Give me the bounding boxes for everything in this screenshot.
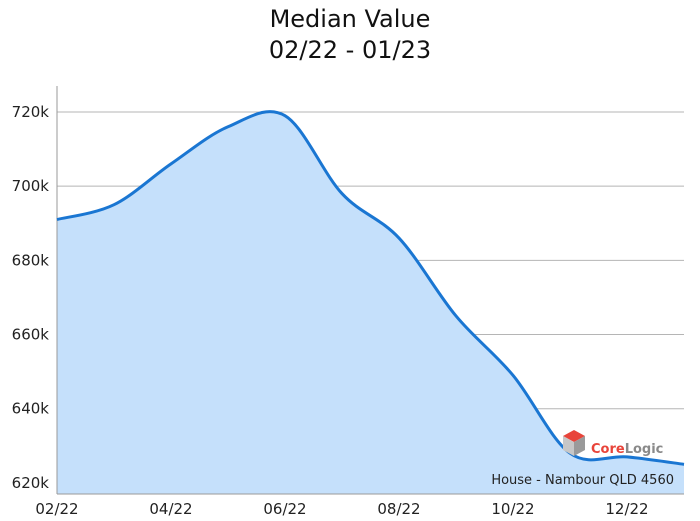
x-tick-label: 10/22: [491, 500, 534, 518]
chart-title: Median Value: [269, 5, 431, 33]
x-tick-label: 02/22: [35, 500, 78, 518]
y-axis-ticks: 620k 640k 660k 680k 700k 720k: [12, 103, 50, 492]
chart-title-block: Median Value 02/22 - 01/23: [0, 4, 700, 66]
data-point: [283, 114, 287, 118]
corelogic-wordmark-core: Core: [591, 442, 625, 457]
y-tick-label: 720k: [12, 103, 50, 121]
x-tick-label: 04/22: [149, 500, 192, 518]
corelogic-logo-left: [563, 436, 574, 456]
data-point: [397, 236, 401, 240]
y-tick-label: 640k: [12, 400, 50, 418]
corelogic-wordmark: CoreLogic: [591, 442, 663, 457]
data-point: [55, 218, 59, 222]
x-tick-label: 12/22: [605, 500, 648, 518]
corelogic-wordmark-logic: Logic: [625, 442, 664, 457]
corelogic-watermark: CoreLogic: [563, 430, 663, 457]
corelogic-logo-right: [574, 436, 585, 456]
data-point: [454, 314, 458, 318]
data-point: [226, 125, 230, 129]
series-area-fill: [57, 111, 684, 495]
y-tick-label: 680k: [12, 251, 50, 269]
x-axis-ticks: 02/22 04/22 06/22 08/22 10/22 12/22: [35, 500, 648, 518]
data-point: [682, 462, 686, 466]
y-tick-label: 700k: [12, 177, 50, 195]
chart-annotation: House - Nambour QLD 4560: [491, 473, 674, 488]
data-point: [169, 162, 173, 166]
data-point: [112, 203, 116, 207]
y-tick-label: 620k: [12, 474, 50, 492]
x-tick-label: 06/22: [263, 500, 306, 518]
chart-subtitle: 02/22 - 01/23: [268, 36, 432, 64]
data-point: [340, 192, 344, 196]
y-tick-label: 660k: [12, 326, 50, 344]
x-tick-label: 08/22: [377, 500, 420, 518]
data-point: [511, 373, 515, 377]
